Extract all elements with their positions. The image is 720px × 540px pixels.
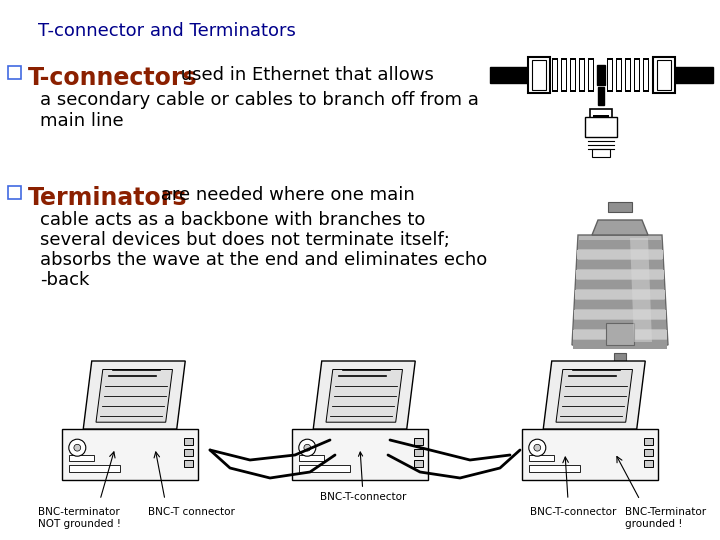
Bar [572,340,667,349]
Circle shape [69,439,86,456]
Bar [528,465,580,471]
Bar [608,202,632,212]
Bar [657,60,671,90]
Bar [675,67,713,83]
Bar [562,60,566,90]
Polygon shape [84,361,185,429]
Bar [184,461,193,467]
Bar [69,465,120,471]
Bar [634,58,640,92]
Bar [8,66,21,79]
Bar [528,57,550,93]
Circle shape [74,444,81,451]
Bar [644,461,653,467]
Bar [532,60,546,90]
Bar [588,58,594,92]
Bar [184,449,193,456]
Bar [578,240,662,249]
Bar [292,429,428,480]
Bar [577,250,662,259]
Bar [8,186,21,199]
Bar [614,353,626,367]
Bar [490,67,528,83]
Bar [576,280,664,289]
Text: main line: main line [40,112,124,130]
Text: BNC-T-connector: BNC-T-connector [530,507,616,517]
Bar [184,438,193,445]
Bar [69,455,94,461]
Bar [415,438,423,445]
Polygon shape [313,361,415,429]
Bar [625,58,631,92]
Bar [626,60,630,90]
Bar [528,455,554,461]
Bar [575,290,665,299]
Bar [593,115,609,125]
Bar [644,60,648,90]
Bar [580,60,584,90]
Bar [579,58,585,92]
Bar [574,310,666,319]
Bar [62,429,198,480]
Bar [635,60,639,90]
Text: -back: -back [40,271,89,289]
Bar [299,465,350,471]
Polygon shape [572,235,668,345]
Bar [608,60,612,90]
Bar [590,109,612,123]
Bar [589,60,593,90]
Polygon shape [326,369,402,422]
Bar [598,87,604,105]
Bar [573,330,667,339]
Bar [616,58,622,92]
Bar [522,429,658,480]
Text: T-connectors: T-connectors [28,66,197,90]
Text: used in Ethernet that allows: used in Ethernet that allows [175,66,434,84]
Bar [644,438,653,445]
Polygon shape [556,369,632,422]
Bar [575,300,665,309]
Text: absorbs the wave at the end and eliminates echo: absorbs the wave at the end and eliminat… [40,251,487,269]
Text: Terminators: Terminators [28,186,187,210]
Bar [607,58,613,92]
Text: BNC-T-connector: BNC-T-connector [320,452,406,502]
Bar [561,58,567,92]
Bar [299,455,324,461]
Bar [653,57,675,93]
Text: BNC-terminator
NOT grounded !: BNC-terminator NOT grounded ! [38,507,121,529]
Bar [574,320,667,329]
Bar [617,60,621,90]
Bar [606,323,634,345]
Polygon shape [96,369,173,422]
Circle shape [304,444,311,451]
Text: BNC-T connector: BNC-T connector [148,507,235,517]
Bar [597,65,605,85]
Bar [415,449,423,456]
Text: are needed where one main: are needed where one main [155,186,415,204]
Text: a secondary cable or cables to branch off from a: a secondary cable or cables to branch of… [40,91,479,109]
Text: T-connector and Terminators: T-connector and Terminators [38,22,296,40]
Polygon shape [592,220,648,235]
Polygon shape [544,361,645,429]
Text: BNC-Terminator
grounded !: BNC-Terminator grounded ! [625,507,706,529]
Bar [553,60,557,90]
Bar [592,149,610,157]
Bar [644,449,653,456]
Bar [595,118,607,126]
Text: cable acts as a backbone with branches to: cable acts as a backbone with branches t… [40,211,426,229]
Circle shape [534,444,541,451]
Circle shape [528,439,546,456]
Bar [577,260,663,269]
Bar [415,461,423,467]
Bar [552,58,558,92]
Bar [577,270,664,279]
Bar [617,371,623,381]
Bar [585,117,617,137]
Circle shape [299,439,316,456]
Text: several devices but does not terminate itself;: several devices but does not terminate i… [40,231,450,249]
Bar [643,58,649,92]
Bar [570,58,576,92]
Polygon shape [630,238,652,342]
Bar [571,60,575,90]
